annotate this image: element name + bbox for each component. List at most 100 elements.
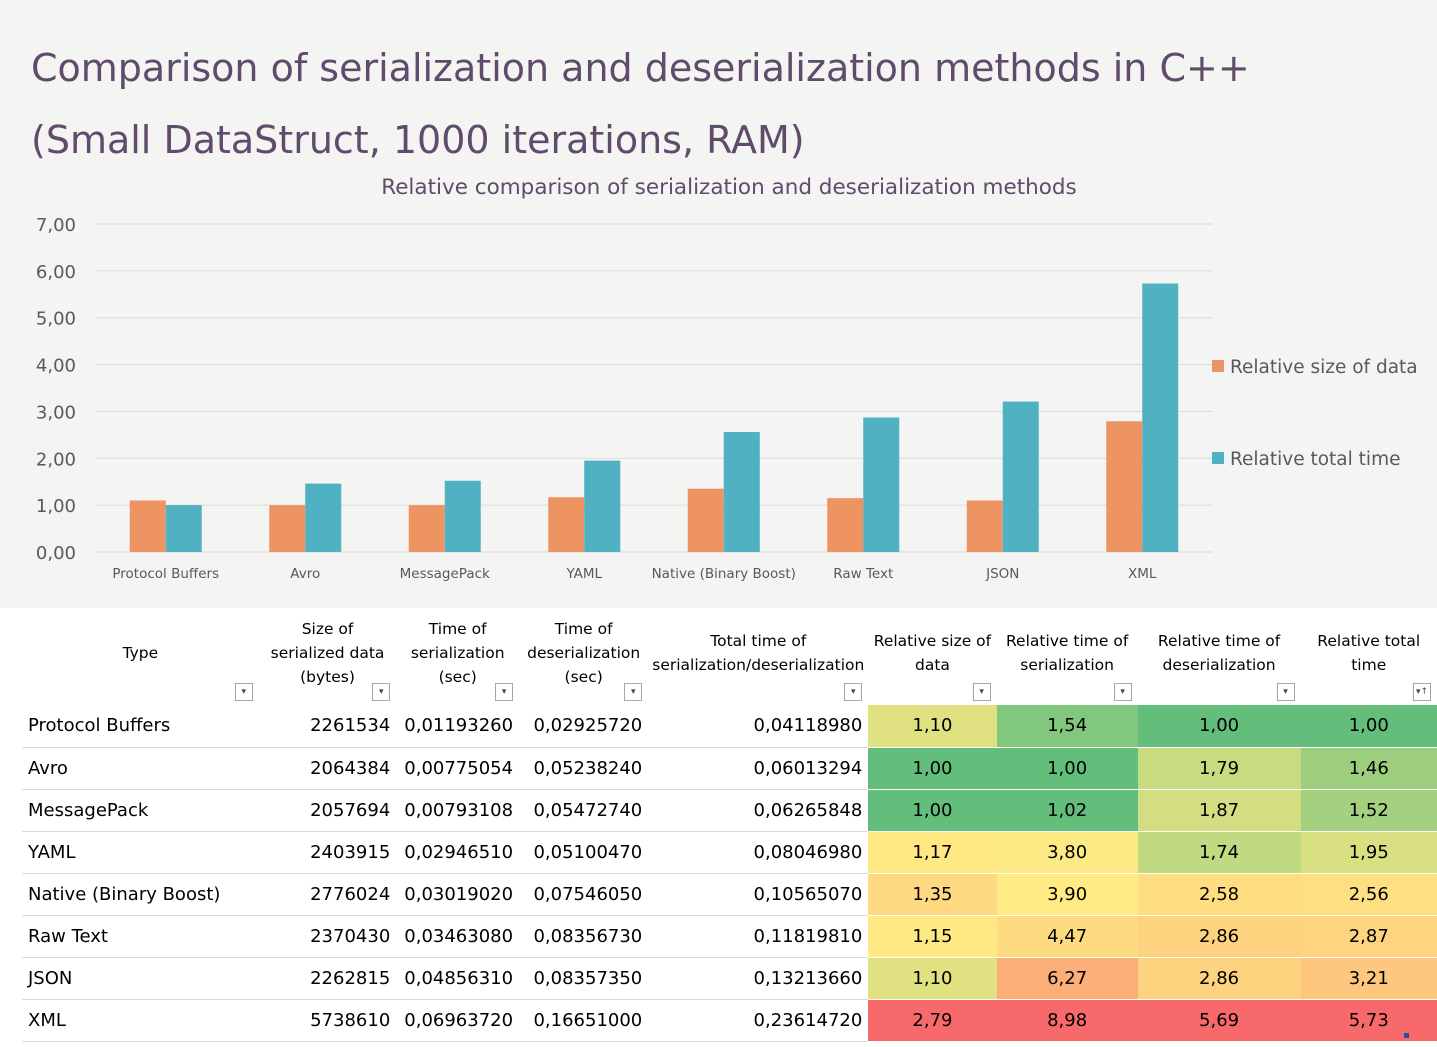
column-header: Time of deserialization (sec) ▾ [519,617,649,705]
value-cell: 0,06013294 [648,747,869,790]
value-cell: 2064384 [258,747,397,790]
bar [723,432,760,552]
relative-value-cell: 1,52 [1300,789,1437,832]
relative-value-cell: 2,86 [1137,957,1301,1000]
relative-value-cell: 2,86 [1137,915,1301,958]
column-header: Time of serialization (sec) ▾ [396,617,520,705]
legend-label: Relative total time [1230,449,1400,470]
value-cell: 2776024 [258,873,397,916]
relative-value-cell: 1,00 [868,789,997,832]
bar [305,483,342,552]
bar [548,497,585,552]
column-header-label: Time of serialization (sec) [410,620,505,686]
type-cell: Protocol Buffers [22,705,259,748]
value-cell: 0,00793108 [396,789,520,832]
table-row: YAML 2403915 0,02946510 0,05100470 0,0804698… [22,831,1437,874]
relative-value-cell: 1,54 [996,705,1138,748]
bars [129,283,1179,552]
relative-value-cell: 1,79 [1137,747,1301,790]
filter-dropdown-icon[interactable]: ▾ [844,683,863,701]
y-tick-label: 2,00 [36,449,76,470]
value-cell: 0,08356730 [519,915,649,958]
relative-value-cell: 1,15 [868,915,997,958]
filter-dropdown-icon[interactable]: ▾ [234,683,253,701]
table-row: XML 5738610 0,06963720 0,16651000 0,23614720… [22,999,1437,1042]
legend-swatch [1212,452,1224,464]
relative-value-cell: 3,21 [1300,957,1437,1000]
y-tick-label: 1,00 [36,496,76,517]
relative-value-cell: 2,79 [868,999,997,1042]
page-title-line-2: (Small DataStruct, 1000 iterations, RAM) [31,118,805,162]
bar [966,500,1003,552]
column-header: Relative time of deserialization ▾ [1137,617,1301,705]
relative-value-cell: 1,10 [868,957,997,1000]
relative-value-cell: 2,56 [1300,873,1437,916]
relative-value-cell: 1,35 [868,873,997,916]
value-cell: 0,05472740 [519,789,649,832]
value-cell: 2370430 [258,915,397,958]
table-resize-handle[interactable] [1404,1033,1409,1038]
table-row: MessagePack 2057694 0,00793108 0,05472740 0,… [22,789,1437,832]
value-cell: 0,08357350 [519,957,649,1000]
type-cell: JSON [22,957,259,1000]
filter-dropdown-icon[interactable]: ▾ [624,683,643,701]
relative-value-cell: 1,00 [1137,705,1301,748]
table-row: Avro 2064384 0,00775054 0,05238240 0,0601329… [22,747,1437,790]
sort-filter-icon[interactable]: ▾↑ [1413,683,1431,701]
bar [827,498,864,552]
column-header-label: Total time of serialization/deserializat… [652,632,865,674]
filter-dropdown-icon[interactable]: ▾ [972,683,991,701]
value-cell: 0,05100470 [519,831,649,874]
chart-title: Relative comparison of serialization and… [381,175,1077,200]
y-tick-label: 7,00 [36,215,76,236]
column-header-label: Size of serialized data (bytes) [270,620,385,686]
column-header-label: Relative size of data [873,632,992,674]
bar [863,417,900,552]
bar [269,505,306,552]
x-tick-label: YAML [565,566,602,582]
relative-value-cell: 1,00 [868,747,997,790]
x-tick-label: Protocol Buffers [112,566,219,582]
value-cell: 0,04856310 [396,957,520,1000]
x-tick-label: XML [1128,566,1157,582]
relative-value-cell: 1,17 [868,831,997,874]
legend: Relative size of data Relative total time [1212,357,1418,470]
value-cell: 2403915 [258,831,397,874]
value-cell: 2261534 [258,705,397,748]
relative-value-cell: 1,74 [1137,831,1301,874]
value-cell: 0,06963720 [396,999,520,1042]
table-row: Native (Binary Boost) 2776024 0,03019020 0,… [22,873,1437,916]
legend-swatch [1212,360,1224,372]
filter-dropdown-icon[interactable]: ▾ [495,683,514,701]
column-header: Total time of serialization/deserializat… [648,617,869,705]
table-body: Protocol Buffers 2261534 0,01193260 0,02925… [22,705,1437,1042]
y-tick-label: 5,00 [36,309,76,330]
legend-label: Relative size of data [1230,357,1418,378]
y-axis-ticks: 0,00 1,00 2,00 3,00 4,00 5,00 6,00 7,00 [36,215,76,564]
column-header: Relative size of data ▾ [868,617,997,705]
value-cell: 0,03019020 [396,873,520,916]
relative-value-cell: 1,00 [1300,705,1437,748]
value-cell: 0,05238240 [519,747,649,790]
relative-value-cell: 1,87 [1137,789,1301,832]
value-cell: 0,04118980 [648,705,869,748]
type-cell: Raw Text [22,915,259,958]
filter-dropdown-icon[interactable]: ▾ [1113,683,1132,701]
column-header: Relative time of serialization ▾ [996,617,1138,705]
table-row: Raw Text 2370430 0,03463080 0,08356730 0,118… [22,915,1437,958]
bar [1002,401,1039,552]
relative-value-cell: 1,00 [996,747,1138,790]
filter-dropdown-icon[interactable]: ▾ [1276,683,1295,701]
page-title-line-1: Comparison of serialization and deserial… [31,46,1250,90]
filter-dropdown-icon[interactable]: ▾ [372,683,391,701]
relative-value-cell: 5,69 [1137,999,1301,1042]
x-tick-label: MessagePack [400,566,490,582]
bar [165,505,202,552]
value-cell: 0,11819810 [648,915,869,958]
column-header-label: Relative total time [1317,632,1421,674]
bar [408,505,445,552]
y-tick-label: 3,00 [36,402,76,423]
bar [444,480,481,552]
page-title: Comparison of serialization and deserial… [31,32,1250,176]
value-cell: 2057694 [258,789,397,832]
